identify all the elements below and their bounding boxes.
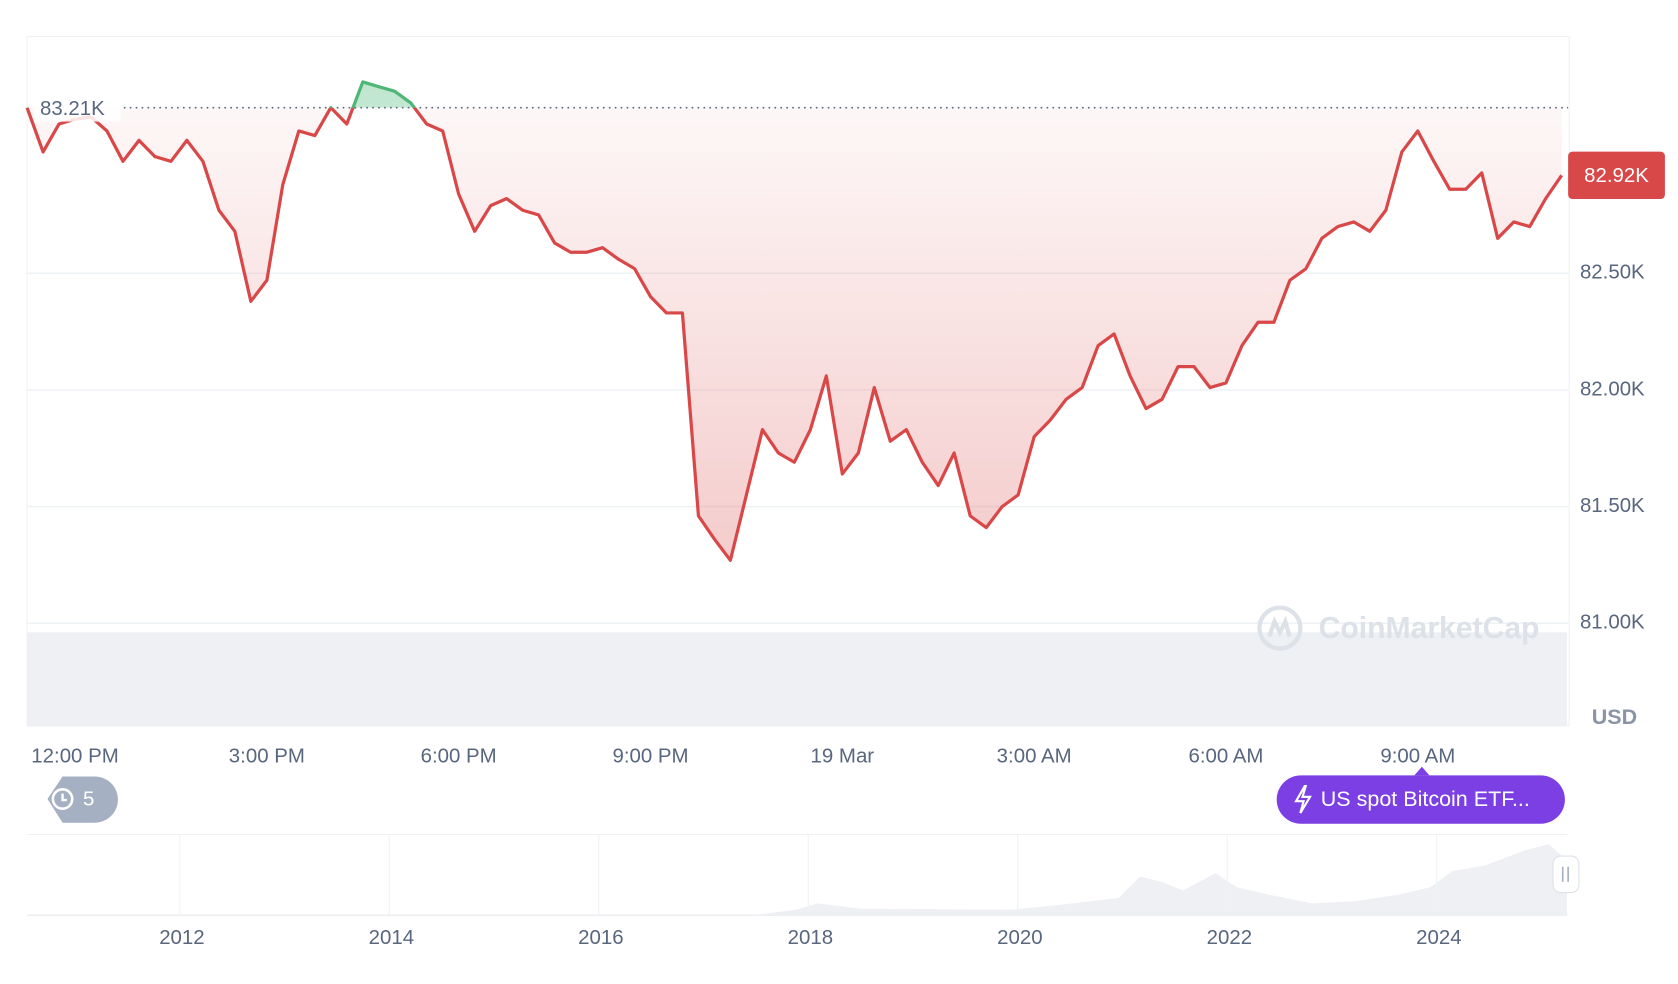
y-tick-label: 81.50K: [1580, 495, 1645, 517]
navigator-label: 2012: [159, 927, 204, 949]
navigator-label: 2024: [1416, 927, 1461, 949]
volume-area: [27, 632, 1568, 726]
x-tick-label: 6:00 AM: [1189, 745, 1264, 767]
area-fill-up: [353, 81, 415, 108]
navigator-label: 2020: [997, 927, 1042, 949]
event-button[interactable]: US spot Bitcoin ETF...: [1276, 766, 1565, 824]
x-tick-label: 9:00 AM: [1380, 745, 1455, 767]
x-tick-label: 6:00 PM: [421, 745, 497, 767]
watermark: CoinMarketCap: [1257, 605, 1540, 651]
x-tick-label: 12:00 PM: [31, 745, 118, 767]
x-tick-label: 19 Mar: [811, 745, 875, 767]
price-line: [25, 107, 1564, 562]
x-axis: 12:00 PM 3:00 PM 6:00 PM 9:00 PM 19 Mar 3:00 …: [31, 745, 1455, 767]
navigator-label: 2022: [1207, 927, 1252, 949]
y-axis: 81.00K 81.50K 82.00K 82.50K: [1580, 262, 1645, 634]
navigator-label: 2016: [578, 927, 623, 949]
y-axis-label: USD: [1592, 705, 1637, 729]
navigator-label: 2014: [369, 927, 414, 949]
x-tick-label: 3:00 AM: [997, 745, 1072, 767]
x-tick-label: 9:00 PM: [612, 745, 688, 767]
history-count: 5: [83, 788, 94, 810]
x-tick-label: 3:00 PM: [229, 745, 305, 767]
reference-label-bg: [34, 93, 121, 122]
reference-label: 83.21K: [40, 98, 105, 120]
current-price-badge: [1568, 151, 1665, 199]
history-badge[interactable]: 5: [47, 776, 118, 823]
navigator-handle[interactable]: [1552, 855, 1580, 894]
navigator-label: 2018: [788, 927, 833, 949]
navigator: 2012 2014 2016 2018 2020 2022 2024: [27, 833, 1568, 949]
plot: 83.21K 82.92K: [25, 80, 1665, 562]
y-tick-label: 81.00K: [1580, 612, 1645, 634]
y-tick-label: 82.50K: [1580, 262, 1645, 284]
y-tick-label: 82.00K: [1580, 378, 1645, 400]
area-fill: [27, 107, 1562, 561]
watermark-text: CoinMarketCap: [1319, 612, 1540, 645]
current-price-label: 82.92K: [1584, 165, 1649, 187]
event-text: US spot Bitcoin ETF...: [1321, 787, 1530, 811]
